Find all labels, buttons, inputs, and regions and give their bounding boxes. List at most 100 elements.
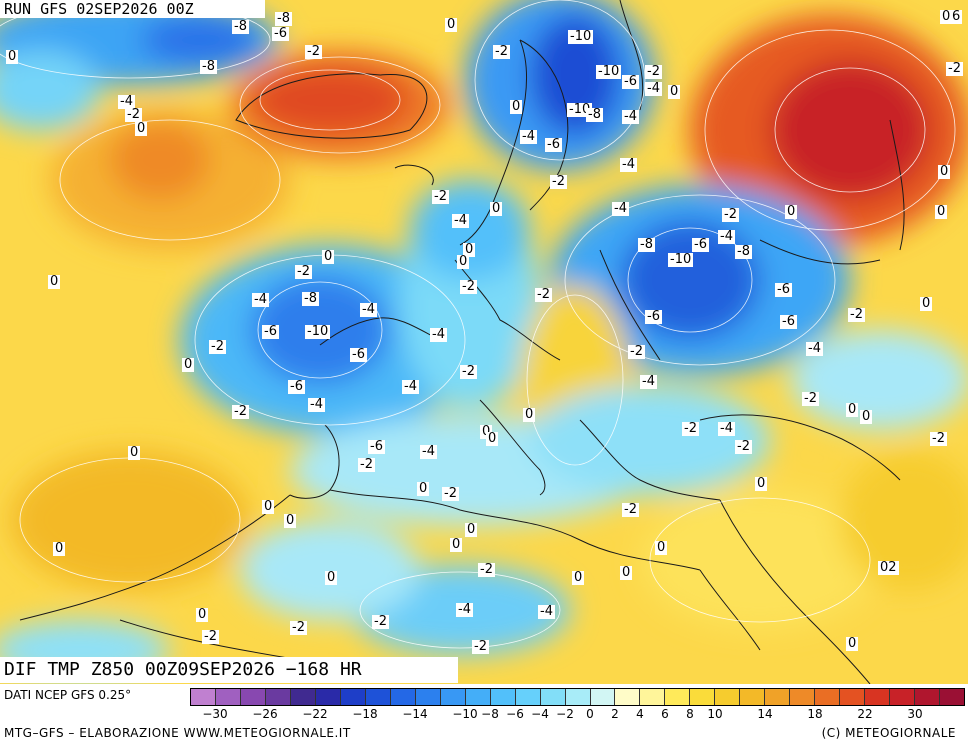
- contour-isolines: [0, 0, 956, 649]
- contour-label: 0: [620, 565, 633, 580]
- contour-label: -10: [568, 29, 594, 44]
- contour-label: 0: [940, 9, 953, 24]
- scale-tick-label: −10: [452, 707, 478, 721]
- contour-label: 0: [450, 537, 463, 552]
- contour-label: -4: [620, 157, 637, 172]
- contour-label: -2: [358, 457, 375, 472]
- scale-tick-label: −2: [556, 707, 574, 721]
- contour-label: 0: [182, 357, 195, 372]
- contour-label: 0: [53, 541, 66, 556]
- contour-label: -2: [460, 279, 477, 294]
- contour-label: -2: [442, 486, 459, 501]
- color-scale-bar: [190, 688, 965, 706]
- color-swatch: [465, 689, 491, 705]
- contour-label: 0: [572, 570, 585, 585]
- contour-label: -4: [538, 604, 555, 619]
- contour-label: -8: [232, 19, 249, 34]
- contour-label: 0: [322, 249, 335, 264]
- data-source: DATI NCEP GFS 0.25°: [4, 688, 132, 702]
- contour-label: -2: [232, 404, 249, 419]
- contour-label: 0: [128, 445, 141, 460]
- color-swatch: [440, 689, 466, 705]
- color-swatch: [240, 689, 266, 705]
- contour-label: -4: [420, 444, 437, 459]
- contour-label: -4: [622, 109, 639, 124]
- contour-label: -2: [535, 287, 552, 302]
- contour-label: -6: [368, 439, 385, 454]
- contour-label: -4: [456, 602, 473, 617]
- contour-label: 0: [135, 121, 148, 136]
- contour-label: 0: [523, 407, 536, 422]
- contour-label: -8: [200, 59, 217, 74]
- contour-label: -4: [308, 397, 325, 412]
- contour-label: 0: [655, 540, 668, 555]
- contour-label: -2: [305, 44, 322, 59]
- contour-label: 0: [860, 409, 873, 424]
- color-swatch: [915, 689, 941, 705]
- contour-label: 0: [510, 99, 523, 114]
- contour-label: -4: [520, 129, 537, 144]
- contour-label: -4: [118, 94, 135, 109]
- contour-label: -2: [493, 44, 510, 59]
- scale-tick-label: 4: [636, 707, 644, 721]
- scale-tick-label: 6: [661, 707, 669, 721]
- color-swatch: [515, 689, 541, 705]
- scale-tick-label: −6: [506, 707, 524, 721]
- contour-label: 0: [6, 49, 19, 64]
- contour-label: 0: [486, 431, 499, 446]
- contour-label: -6: [350, 347, 367, 362]
- contour-label: -10: [668, 252, 694, 267]
- contour-label: 0: [48, 274, 61, 289]
- contour-label: -2: [735, 439, 752, 454]
- scale-tick-label: 10: [707, 707, 723, 721]
- contour-label: 0: [490, 201, 503, 216]
- scale-tick-label: −22: [302, 707, 328, 721]
- temperature-anomaly-map: -8 -8 -6 -2 -8 0 -4 -2 0 0 -2 -10 -10 -6 -2 -4 0 -10 -8 -4 0…: [0, 0, 968, 684]
- contour-label: 0: [846, 402, 859, 417]
- contour-label: -2: [372, 614, 389, 629]
- contour-label: 0: [196, 607, 209, 622]
- contour-label: -10: [596, 64, 622, 79]
- scale-tick-label: 30: [907, 707, 923, 721]
- contour-label: 02: [878, 560, 899, 575]
- scale-tick-label: −4: [531, 707, 549, 721]
- contour-label: 0: [938, 164, 951, 179]
- scale-tick-label: 2: [611, 707, 619, 721]
- contour-label: -2: [930, 431, 947, 446]
- field-title: DIF TMP Z850 00Z09SEP2026 −168 HR: [0, 657, 458, 683]
- contour-label: -6: [272, 26, 289, 41]
- scale-tick-label: −26: [252, 707, 278, 721]
- color-swatch: [340, 689, 366, 705]
- contour-label: -4: [640, 374, 657, 389]
- color-swatch: [590, 689, 616, 705]
- contour-label: 0: [846, 636, 859, 651]
- scale-tick-label: −18: [352, 707, 378, 721]
- contour-label: -2: [472, 639, 489, 654]
- coastlines: [19, 0, 905, 684]
- contour-label: -6: [288, 379, 305, 394]
- contour-label: 0: [417, 481, 430, 496]
- color-swatch: [365, 689, 391, 705]
- contour-label: 0: [668, 84, 681, 99]
- color-swatch: [690, 689, 716, 705]
- scale-tick-label: 14: [757, 707, 773, 721]
- color-swatch: [865, 689, 891, 705]
- contour-label: -6: [262, 324, 279, 339]
- contour-label: -8: [586, 107, 603, 122]
- color-swatch: [640, 689, 666, 705]
- color-scale-ticks: −30 −26 −22 −18 −14 −10 −8 −6 −4 −2 0 2 4 6 8 10 14 18 22 3…: [190, 707, 965, 723]
- color-swatch: [191, 689, 216, 705]
- color-swatch: [840, 689, 866, 705]
- contour-label: 0: [920, 296, 933, 311]
- footer-credit: MTG–GFS – ELABORAZIONE WWW.METEOGIORNALE…: [4, 726, 351, 740]
- scale-tick-label: −8: [481, 707, 499, 721]
- contour-label: -6: [545, 137, 562, 152]
- color-swatch: [715, 689, 741, 705]
- contour-label: -2: [432, 189, 449, 204]
- color-swatch: [265, 689, 291, 705]
- color-swatch: [565, 689, 591, 705]
- color-swatch: [615, 689, 641, 705]
- contour-label: -4: [452, 213, 469, 228]
- color-swatch: [490, 689, 516, 705]
- color-swatch: [740, 689, 766, 705]
